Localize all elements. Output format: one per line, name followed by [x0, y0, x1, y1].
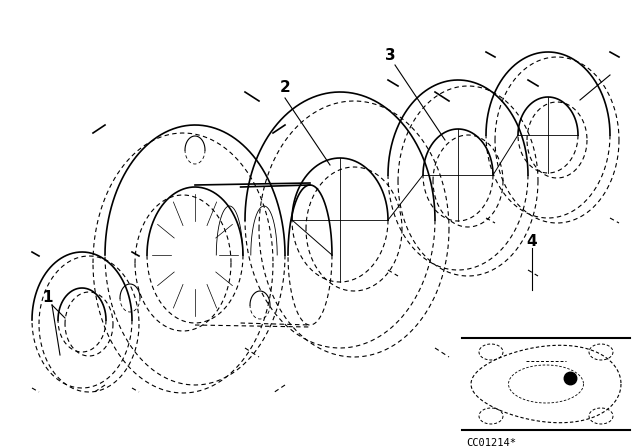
Text: 2: 2: [280, 81, 291, 95]
Text: 1: 1: [43, 290, 53, 306]
Text: 3: 3: [385, 47, 396, 63]
Text: CC01214*: CC01214*: [466, 438, 516, 448]
Text: 4: 4: [527, 234, 538, 250]
